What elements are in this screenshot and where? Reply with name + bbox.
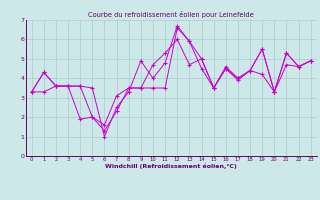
Title: Courbe du refroidissement éolien pour Leinefelde: Courbe du refroidissement éolien pour Le… — [88, 11, 254, 18]
X-axis label: Windchill (Refroidissement éolien,°C): Windchill (Refroidissement éolien,°C) — [105, 164, 237, 169]
